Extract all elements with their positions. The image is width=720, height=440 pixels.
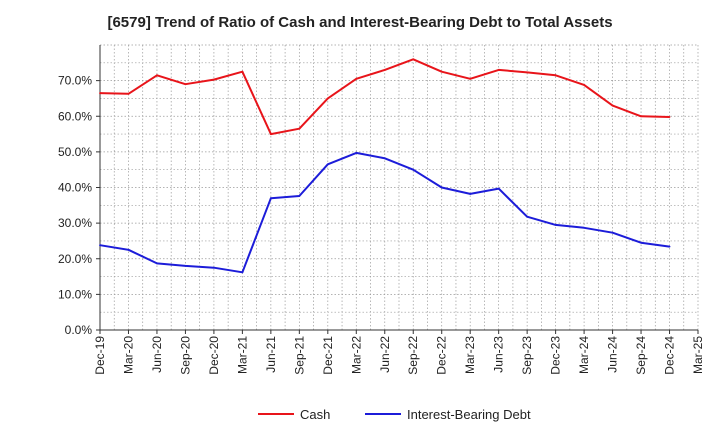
x-tick-label: Mar-25 bbox=[691, 336, 705, 374]
x-tick-label: Dec-20 bbox=[207, 336, 221, 375]
data-point-cash bbox=[99, 92, 101, 94]
data-point-cash bbox=[156, 74, 158, 77]
data-point-debt bbox=[554, 224, 557, 226]
x-tick-label: Dec-22 bbox=[435, 336, 449, 375]
data-point-debt bbox=[127, 248, 130, 251]
data-point-cash bbox=[241, 70, 244, 73]
data-point-cash bbox=[469, 77, 472, 80]
x-tick-label: Mar-23 bbox=[463, 336, 477, 374]
data-point-debt bbox=[383, 157, 386, 160]
y-tick-label: 20.0% bbox=[58, 252, 92, 266]
x-tick-label: Dec-21 bbox=[321, 336, 335, 375]
y-tick-label: 70.0% bbox=[58, 74, 92, 88]
x-tick-label: Dec-24 bbox=[663, 336, 677, 375]
data-point-cash bbox=[526, 71, 529, 74]
x-tick-label: Sep-22 bbox=[406, 336, 420, 375]
data-point-debt bbox=[611, 231, 614, 234]
data-point-cash bbox=[668, 116, 671, 118]
y-tick-label: 60.0% bbox=[58, 109, 92, 123]
data-point-debt bbox=[355, 152, 358, 154]
data-point-debt bbox=[440, 186, 443, 189]
series-line-debt bbox=[99, 151, 670, 274]
data-point-cash bbox=[213, 78, 215, 81]
data-point-cash bbox=[412, 58, 415, 61]
data-point-cash bbox=[554, 74, 557, 77]
data-point-debt bbox=[326, 163, 329, 166]
y-tick-label: 0.0% bbox=[65, 323, 93, 337]
x-tick-label: Jun-23 bbox=[492, 336, 506, 373]
y-tick-label: 40.0% bbox=[58, 181, 92, 195]
x-tick-label: Jun-20 bbox=[150, 336, 164, 373]
data-point-cash bbox=[184, 83, 187, 86]
data-point-debt bbox=[184, 264, 187, 267]
data-point-cash bbox=[497, 69, 500, 71]
data-point-debt bbox=[668, 245, 671, 248]
data-point-debt bbox=[213, 266, 215, 269]
y-tick-label: 30.0% bbox=[58, 216, 92, 230]
x-tick-label: Mar-21 bbox=[235, 336, 249, 374]
data-point-debt bbox=[99, 244, 101, 247]
x-tick-label: Jun-21 bbox=[264, 336, 278, 373]
data-point-cash bbox=[383, 69, 386, 71]
x-tick-label: Sep-20 bbox=[178, 336, 192, 375]
x-tick-label: Sep-21 bbox=[292, 336, 306, 375]
legend-label-cash: Cash bbox=[300, 407, 330, 422]
data-point-cash bbox=[355, 77, 358, 80]
x-tick-label: Mar-22 bbox=[349, 336, 363, 374]
y-tick-label: 10.0% bbox=[58, 287, 92, 301]
chart-title: [6579] Trend of Ratio of Cash and Intere… bbox=[107, 14, 613, 31]
data-point-debt bbox=[583, 226, 585, 229]
legend-label-debt: Interest-Bearing Debt bbox=[407, 407, 531, 422]
data-point-cash bbox=[440, 70, 443, 73]
data-point-debt bbox=[269, 197, 272, 200]
x-tick-label: Jun-24 bbox=[606, 336, 620, 373]
x-tick-label: Dec-19 bbox=[93, 336, 107, 375]
data-point-cash bbox=[326, 97, 329, 100]
data-point-cash bbox=[583, 84, 585, 86]
data-point-cash bbox=[298, 127, 301, 130]
x-tick-label: Mar-24 bbox=[577, 336, 591, 374]
x-tick-label: Sep-24 bbox=[634, 336, 648, 375]
data-point-debt bbox=[640, 241, 642, 244]
x-tick-label: Dec-23 bbox=[549, 336, 563, 375]
y-tick-label: 50.0% bbox=[58, 145, 92, 159]
x-tick-label: Mar-20 bbox=[121, 336, 135, 374]
data-point-debt bbox=[412, 168, 415, 171]
data-point-cash bbox=[611, 104, 614, 107]
data-point-debt bbox=[526, 215, 529, 218]
data-point-debt bbox=[241, 271, 244, 274]
data-point-cash bbox=[640, 115, 642, 118]
data-point-debt bbox=[298, 195, 301, 197]
x-tick-label: Jun-22 bbox=[378, 336, 392, 373]
data-point-cash bbox=[269, 133, 272, 135]
x-tick-label: Sep-23 bbox=[520, 336, 534, 375]
data-point-debt bbox=[156, 262, 158, 265]
data-point-cash bbox=[127, 92, 130, 95]
data-point-debt bbox=[469, 193, 472, 195]
data-point-debt bbox=[497, 187, 500, 190]
